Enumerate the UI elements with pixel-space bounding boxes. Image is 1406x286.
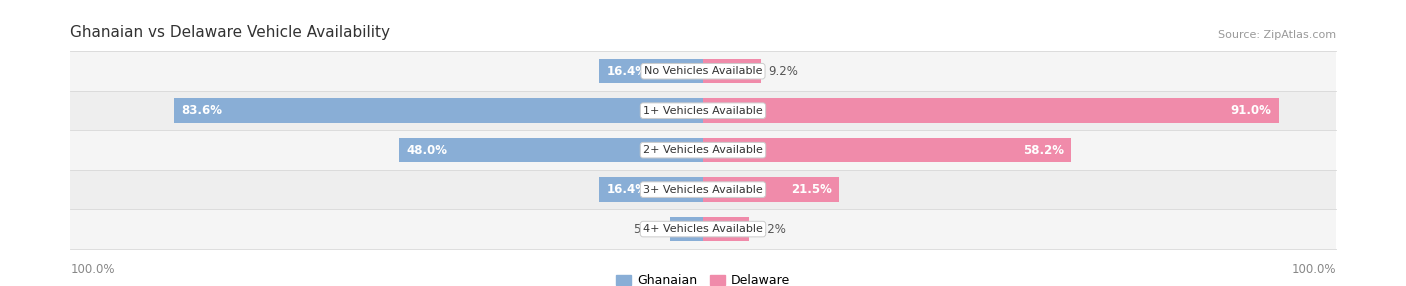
Text: 58.2%: 58.2%: [1024, 144, 1064, 157]
Bar: [174, 98, 703, 123]
Bar: [703, 59, 761, 84]
Text: 48.0%: 48.0%: [406, 144, 447, 157]
Text: 7.2%: 7.2%: [755, 223, 786, 236]
Text: Ghanaian vs Delaware Vehicle Availability: Ghanaian vs Delaware Vehicle Availabilit…: [70, 25, 391, 40]
Text: 91.0%: 91.0%: [1230, 104, 1271, 117]
Bar: [70, 130, 1336, 170]
Bar: [703, 138, 1071, 162]
Bar: [70, 170, 1336, 209]
Text: 21.5%: 21.5%: [792, 183, 832, 196]
Text: 100.0%: 100.0%: [1291, 263, 1336, 276]
Text: 1+ Vehicles Available: 1+ Vehicles Available: [643, 106, 763, 116]
Text: 100.0%: 100.0%: [70, 263, 115, 276]
Legend: Ghanaian, Delaware: Ghanaian, Delaware: [610, 269, 796, 286]
Text: 2+ Vehicles Available: 2+ Vehicles Available: [643, 145, 763, 155]
Text: Source: ZipAtlas.com: Source: ZipAtlas.com: [1218, 30, 1336, 40]
Bar: [70, 91, 1336, 130]
Bar: [399, 138, 703, 162]
Bar: [599, 177, 703, 202]
Bar: [599, 59, 703, 84]
Bar: [703, 98, 1279, 123]
Text: 9.2%: 9.2%: [768, 65, 799, 78]
Text: 3+ Vehicles Available: 3+ Vehicles Available: [643, 185, 763, 194]
Text: 16.4%: 16.4%: [606, 65, 647, 78]
Text: 5.2%: 5.2%: [633, 223, 664, 236]
Text: 4+ Vehicles Available: 4+ Vehicles Available: [643, 224, 763, 234]
Bar: [70, 209, 1336, 249]
Bar: [703, 177, 839, 202]
Bar: [70, 51, 1336, 91]
Bar: [671, 217, 703, 241]
Bar: [703, 217, 748, 241]
Text: 83.6%: 83.6%: [181, 104, 222, 117]
Text: No Vehicles Available: No Vehicles Available: [644, 66, 762, 76]
Text: 16.4%: 16.4%: [606, 183, 647, 196]
